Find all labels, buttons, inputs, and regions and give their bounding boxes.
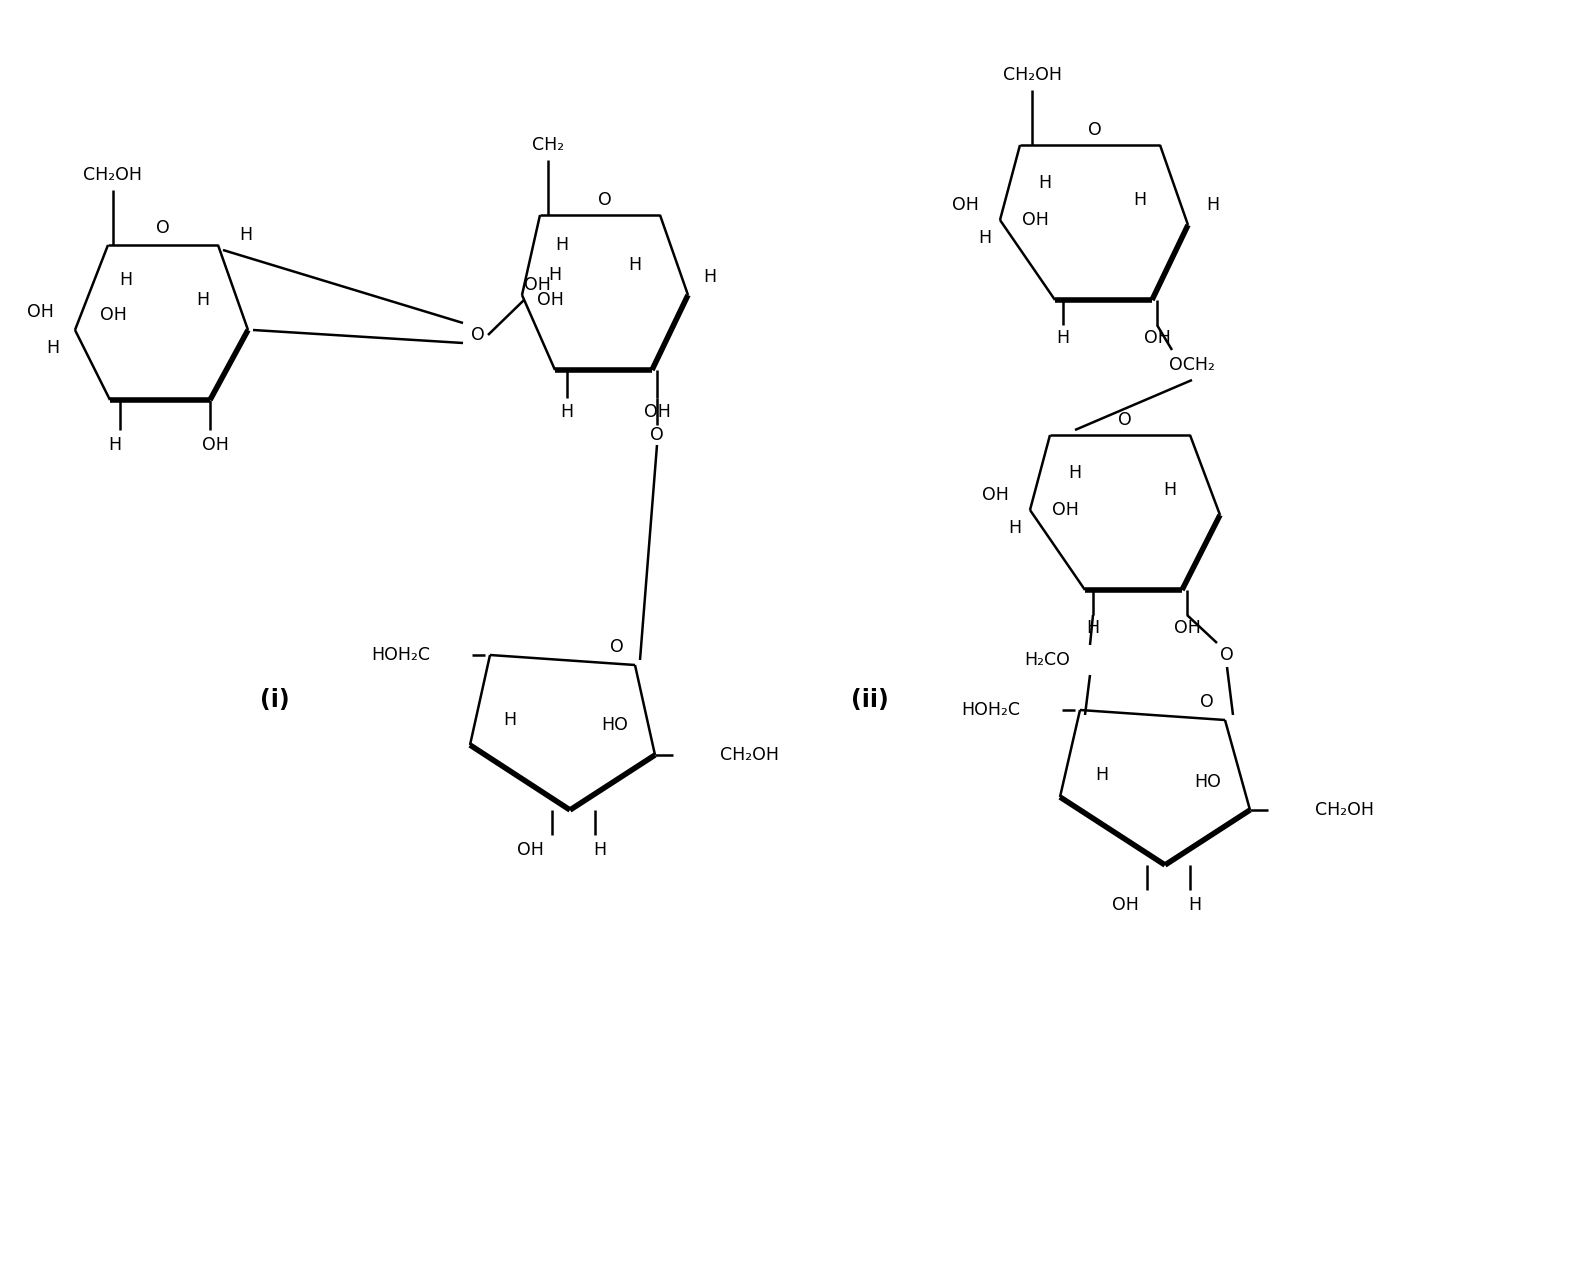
Text: O: O (156, 220, 170, 238)
Text: OH: OH (1112, 896, 1139, 914)
Text: O: O (1200, 693, 1214, 711)
Text: HO: HO (1194, 773, 1222, 791)
Text: H: H (561, 403, 573, 421)
Text: CH₂OH: CH₂OH (1003, 65, 1062, 83)
Text: H: H (978, 229, 992, 247)
Text: H: H (1206, 196, 1219, 214)
Text: H: H (594, 841, 606, 859)
Text: H: H (704, 268, 717, 286)
Text: OH: OH (27, 303, 54, 321)
Text: CH₂OH: CH₂OH (83, 166, 142, 184)
Text: CH₂OH: CH₂OH (720, 746, 780, 764)
Text: H: H (109, 437, 121, 455)
Text: OH: OH (644, 403, 671, 421)
Text: O: O (610, 638, 624, 656)
Text: H: H (1068, 464, 1082, 482)
Text: H: H (548, 266, 562, 284)
Text: O: O (598, 191, 611, 209)
Text: O: O (471, 326, 485, 344)
Text: OH: OH (981, 487, 1008, 505)
Text: OH: OH (99, 306, 126, 324)
Text: H: H (504, 711, 517, 729)
Text: H: H (197, 291, 209, 309)
Text: OH: OH (523, 276, 550, 294)
Text: H: H (120, 271, 132, 289)
Text: H: H (46, 339, 60, 357)
Text: O: O (1118, 411, 1132, 429)
Text: H₂CO: H₂CO (1024, 651, 1069, 669)
Text: H: H (1087, 619, 1099, 637)
Text: OH: OH (1052, 501, 1079, 519)
Text: H: H (1038, 175, 1052, 193)
Text: H: H (1134, 191, 1147, 209)
Text: OH: OH (202, 437, 228, 455)
Text: OH: OH (1022, 211, 1049, 229)
Text: CH₂OH: CH₂OH (1315, 801, 1373, 819)
Text: H: H (1189, 896, 1202, 914)
Text: H: H (628, 256, 641, 273)
Text: OH: OH (517, 841, 543, 859)
Text: OCH₂: OCH₂ (1169, 356, 1214, 374)
Text: O: O (650, 426, 665, 444)
Text: (i): (i) (260, 688, 290, 713)
Text: H: H (1096, 767, 1109, 785)
Text: H: H (1008, 519, 1022, 537)
Text: H: H (1057, 329, 1069, 347)
Text: OH: OH (951, 196, 978, 214)
Text: CH₂: CH₂ (532, 136, 564, 154)
Text: O: O (1088, 121, 1102, 139)
Text: HOH₂C: HOH₂C (961, 701, 1021, 719)
Text: H: H (1164, 482, 1177, 499)
Text: H: H (239, 226, 252, 244)
Text: O: O (1221, 646, 1233, 664)
Text: HOH₂C: HOH₂C (372, 646, 430, 664)
Text: HO: HO (602, 716, 628, 734)
Text: OH: OH (537, 291, 564, 309)
Text: (ii): (ii) (850, 688, 888, 713)
Text: OH: OH (1143, 329, 1170, 347)
Text: OH: OH (1173, 619, 1200, 637)
Text: H: H (556, 236, 569, 254)
